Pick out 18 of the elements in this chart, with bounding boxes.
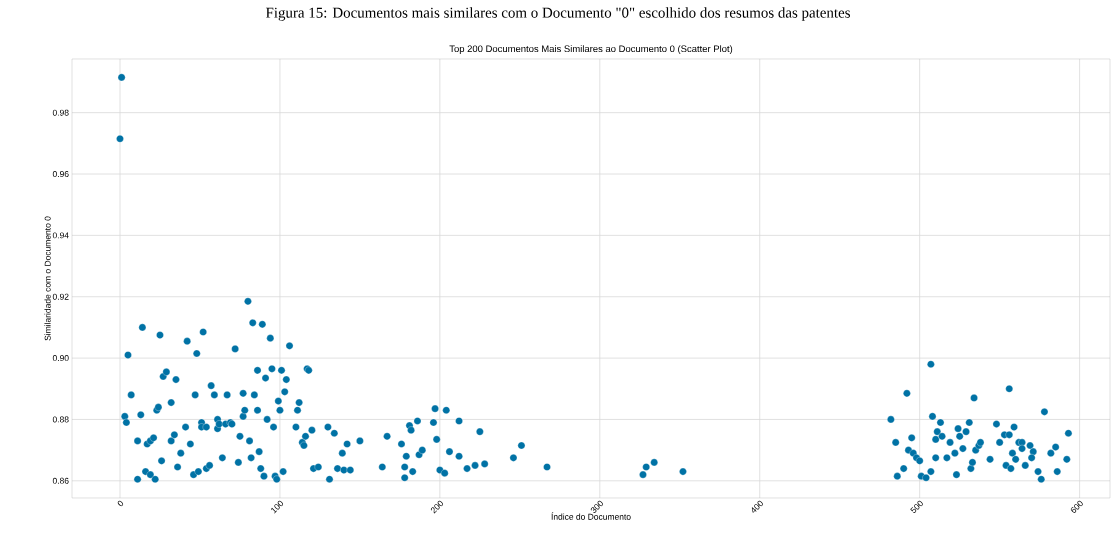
y-tick-label: 0.96: [52, 171, 69, 178]
x-tick-label: 200: [430, 500, 443, 514]
y-tick-label: 0.86: [52, 477, 69, 484]
chart-title: Top 200 Documentos Mais Similares ao Documento 0 (Scatter Plot): [449, 45, 733, 54]
x-tick-label: 600: [1070, 500, 1083, 513]
text: Figura 15: Documentos mais similares com o Documento "0" escolhido dos resumos das patentes: [265, 7, 850, 21]
x-tick-label: 500: [910, 500, 923, 514]
y-tick-label: 0.90: [52, 355, 69, 362]
y-tick-label: 0.92: [52, 293, 69, 300]
x-tick-label: 100: [271, 500, 284, 514]
x-tick-label: 0: [117, 500, 124, 507]
x-tick-label: 400: [751, 500, 763, 513]
y-tick-label: 0.88: [52, 416, 69, 423]
x-axis-title: Índice do Documento: [551, 512, 631, 520]
y-tick-label: 0.94: [52, 232, 69, 239]
y-tick-label: 0.98: [52, 109, 69, 116]
x-tick-label: 300: [590, 500, 603, 513]
y-axis-title: Similaridade com o Documento 0: [44, 216, 51, 341]
